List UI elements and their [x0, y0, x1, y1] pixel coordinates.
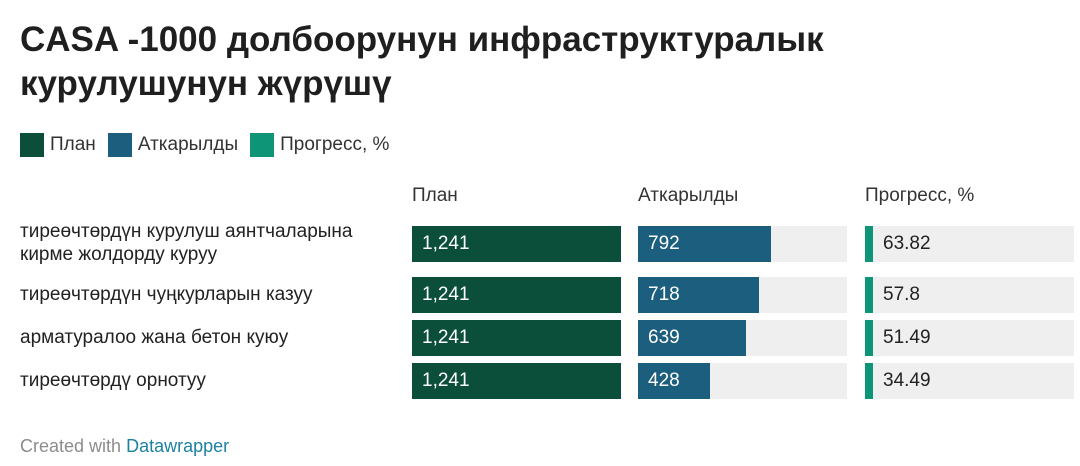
legend-item-plan: План	[20, 133, 96, 157]
row-label: арматуралоо жана бетон куюу	[20, 327, 289, 348]
plan-cell: 1,241	[412, 320, 621, 356]
footer: Created with Datawrapper	[20, 436, 229, 457]
progress-cell: 63.82	[865, 226, 1074, 262]
plan-cell: 1,241	[412, 363, 621, 399]
progress-bar	[865, 277, 873, 313]
legend-label-progress: Прогресс, %	[280, 134, 390, 155]
done-cell: 792	[638, 226, 847, 262]
done-cell: 718	[638, 277, 847, 313]
progress-cell: 51.49	[865, 320, 1074, 356]
progress-cell: 57.8	[865, 277, 1074, 313]
legend-swatch-done	[107, 133, 132, 157]
chart-title: CASA -1000 долбоорунун инфраструктуралык…	[20, 20, 824, 103]
progress-value-label: 57.8	[883, 284, 920, 305]
done-value-label: 718	[648, 284, 680, 305]
column-header-done: Аткарылды	[638, 185, 739, 206]
done-bar	[638, 226, 771, 262]
column-header-plan: План	[412, 185, 458, 206]
progress-value-label: 63.82	[883, 233, 931, 254]
legend-item-done: Аткарылды	[107, 133, 239, 157]
progress-bar	[865, 226, 873, 262]
column-header-progress: Прогресс, %	[865, 185, 975, 206]
done-bar	[638, 320, 746, 356]
done-cell: 428	[638, 363, 847, 399]
row-label: тиреөчтөрдүн курулуш аянтчаларына кирме …	[20, 221, 353, 265]
plan-cell: 1,241	[412, 277, 621, 313]
done-value-label: 792	[648, 233, 680, 254]
plan-value-label: 1,241	[422, 327, 470, 348]
progress-value-label: 51.49	[883, 327, 931, 348]
legend-label-done: Аткарылды	[137, 134, 239, 155]
legend-label-plan: План	[50, 134, 96, 155]
plan-bar	[412, 320, 621, 356]
done-value-label: 428	[648, 370, 680, 391]
legend: План Аткарылды Прогресс, %	[20, 133, 401, 157]
plan-bar	[412, 277, 621, 313]
row-label: тиреөчтөрдүн чуңкурларын казуу	[20, 284, 313, 305]
plan-value-label: 1,241	[422, 370, 470, 391]
plan-value-label: 1,241	[422, 284, 470, 305]
legend-swatch-plan	[20, 133, 44, 157]
progress-cell: 34.49	[865, 363, 1074, 399]
legend-item-progress: Прогресс, %	[250, 133, 389, 157]
plan-bar	[412, 363, 621, 399]
plan-cell: 1,241	[412, 226, 621, 262]
done-bar	[638, 363, 710, 399]
done-cell: 639	[638, 320, 847, 356]
plan-value-label: 1,241	[422, 233, 470, 254]
footer-prefix: Created with	[20, 436, 122, 456]
done-value-label: 639	[648, 327, 680, 348]
row-label: тиреөчтөрдү орнотуу	[20, 370, 206, 391]
datawrapper-link[interactable]: Datawrapper	[126, 436, 230, 456]
progress-bar	[865, 320, 873, 356]
done-bar	[638, 277, 759, 313]
plan-bar	[412, 226, 621, 262]
progress-value-label: 34.49	[883, 370, 931, 391]
legend-swatch-progress	[250, 133, 275, 157]
progress-bar	[865, 363, 873, 399]
